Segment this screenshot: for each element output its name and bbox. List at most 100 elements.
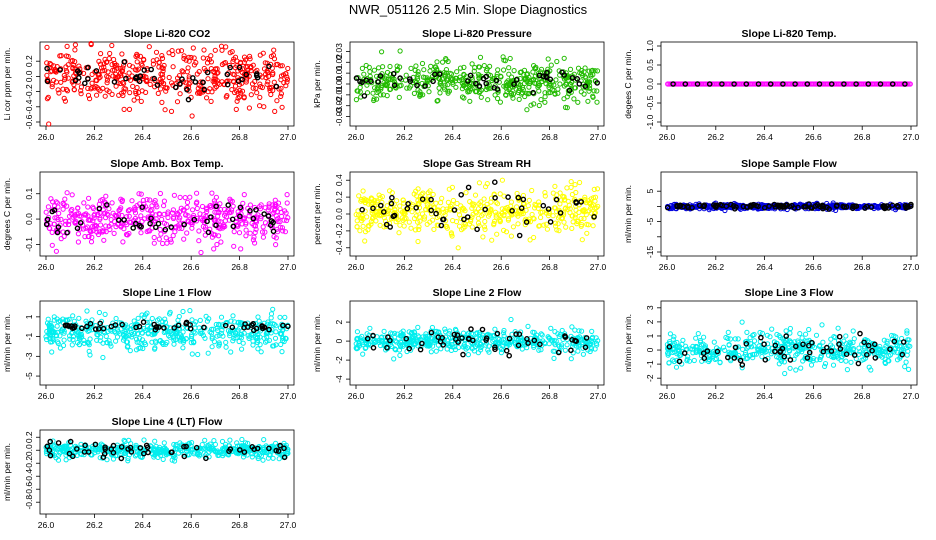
data-point [63,53,70,59]
data-point [212,78,218,84]
data-point [199,86,205,92]
data-point [456,223,463,229]
data-point [559,342,565,348]
data-point [94,337,100,343]
data-point [382,82,388,88]
data-point [562,347,569,353]
data-point [536,199,542,205]
data-point [139,204,145,210]
data-point [428,63,434,70]
x-tick-label: 26.2 [396,132,413,142]
data-point [160,456,166,462]
data-point [518,205,525,211]
data-point [138,345,144,351]
data-point [413,63,419,69]
data-point [95,326,102,332]
x-tick-label: 26.2 [708,391,725,401]
data-point [245,67,251,73]
data-point [891,338,898,345]
data-point [391,356,397,362]
data-point [497,345,503,351]
data-point [58,216,64,222]
data-point [110,67,116,73]
data-point [483,335,490,342]
data-point [277,224,283,230]
data-point [461,83,467,89]
data-point [894,202,901,209]
data-point [227,50,233,56]
data-point [478,208,484,214]
data-point [172,458,178,464]
data-point [573,199,579,205]
data-point [86,195,92,201]
data-point [458,215,464,222]
data-point [868,367,874,373]
data-point [414,74,420,80]
data-point [582,74,588,80]
data-point [64,203,70,209]
data-point [377,73,384,79]
data-point [110,210,116,216]
y-axis-label: degrees C per min. [2,178,12,250]
data-point [582,197,588,203]
data-point [751,351,758,357]
data-point [98,51,104,57]
data-point [568,347,574,354]
data-point [250,342,256,348]
data-points [43,436,291,464]
data-point [138,230,144,236]
data-point [419,60,426,67]
data-point [897,343,903,349]
data-point [44,65,50,72]
data-point [403,335,410,342]
data-point [731,81,737,87]
data-point [857,349,863,355]
data-point [413,79,419,85]
data-point [725,335,731,341]
data-point [528,102,534,108]
data-point [279,63,285,69]
data-point [701,203,707,210]
data-point [147,319,153,325]
data-point [588,203,595,209]
data-point [159,216,165,222]
data-point [443,67,449,73]
data-point [691,357,697,364]
data-point [841,338,847,344]
y-tick-label: -5 [24,372,34,380]
data-point [397,75,403,81]
data-point [282,314,288,320]
data-point [170,210,176,216]
data-point [46,121,52,127]
data-point [837,348,843,354]
data-point [581,91,587,97]
data-point [151,321,157,328]
data-point [830,362,837,368]
data-point [476,180,482,186]
data-point [204,318,210,324]
data-point [189,221,195,227]
data-point [183,336,189,342]
data-point [230,313,236,319]
data-point [127,90,133,96]
data-point [202,335,208,341]
data-point [374,212,381,218]
data-point [107,341,113,347]
y-tick-label: -1 [645,360,655,368]
data-point [555,331,561,337]
data-point [438,346,444,352]
data-point [470,331,476,337]
data-point [816,81,823,87]
data-point [66,213,73,219]
data-point [460,351,466,358]
data-point [454,332,461,338]
data-point [250,237,256,243]
data-point [284,192,290,198]
data-point [850,203,856,210]
data-point [445,88,451,94]
data-point [70,78,76,84]
data-point [101,329,107,335]
data-point [76,75,82,81]
data-point [271,47,277,53]
